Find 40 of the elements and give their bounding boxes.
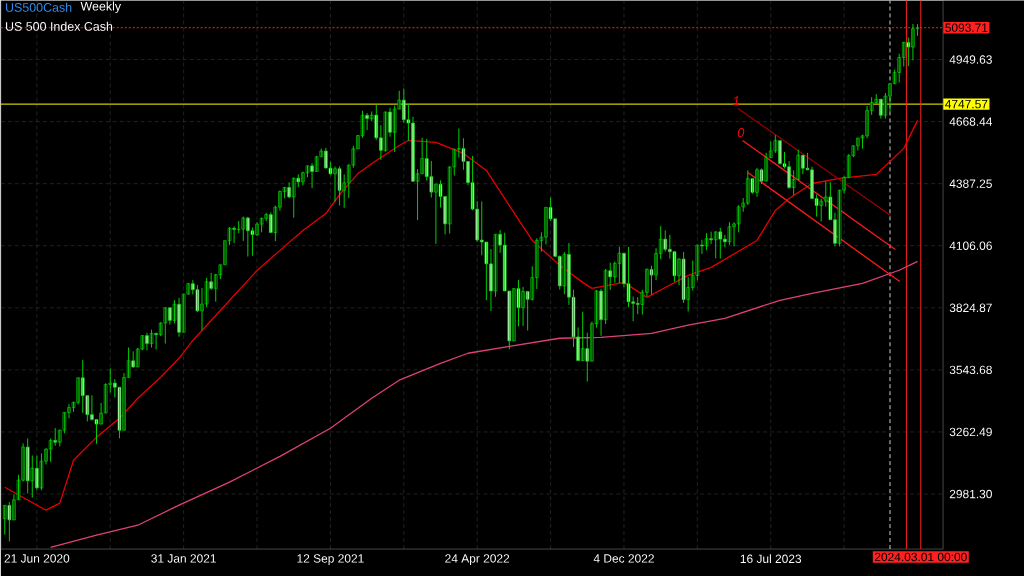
line-series xyxy=(4,119,919,511)
annotation: 1 xyxy=(732,96,739,106)
x-tick-label: 21 Jun 2020 xyxy=(4,554,70,563)
ref-line-label: 2024.03.01 00:00 xyxy=(874,552,967,562)
y-tick-label: 4387.25 xyxy=(949,179,992,188)
candlestick xyxy=(48,437,53,463)
x-tick-label: 31 Jan 2021 xyxy=(151,554,216,563)
ref-line-label: 4747.57 xyxy=(945,99,988,109)
y-tick-label: 2981.30 xyxy=(949,489,992,499)
candlestick xyxy=(672,250,677,283)
candlestick xyxy=(149,329,154,348)
candlestick xyxy=(663,229,668,252)
annotation: 0 xyxy=(737,128,745,138)
x-tick-label: 4 Dec 2022 xyxy=(593,554,654,563)
candlestick xyxy=(718,227,723,260)
chart-subtitle: Weekly xyxy=(80,1,122,14)
y-tick-label: 4106.06 xyxy=(949,241,992,250)
candlestick xyxy=(337,165,342,207)
x-tick-label: 24 Apr 2022 xyxy=(445,554,510,566)
y-tick-label: 3543.68 xyxy=(949,365,992,375)
x-tick-label: 16 Jul 2023 xyxy=(740,554,802,563)
x-tick-label: 12 Sep 2021 xyxy=(297,554,364,566)
candlestick xyxy=(736,204,741,233)
chart-title: US500Cash xyxy=(5,2,72,12)
candlestick xyxy=(635,296,640,315)
y-tick-label: 4668.44 xyxy=(949,117,993,126)
candlestick xyxy=(727,221,732,246)
candlestick xyxy=(241,216,246,242)
line-series xyxy=(49,260,919,548)
candlestick xyxy=(236,220,241,234)
ref-line-label: 5093.71 xyxy=(945,23,988,32)
candlestick xyxy=(53,427,58,447)
candlestick xyxy=(704,232,709,251)
annotation: US 500 Index Cash xyxy=(5,21,113,31)
candlestick xyxy=(39,452,44,491)
y-tick-label: 3824.87 xyxy=(949,303,992,313)
candlestick xyxy=(713,231,718,259)
y-tick-label: 3262.49 xyxy=(949,427,992,437)
candlestick xyxy=(259,216,264,233)
y-tick-label: 4949.63 xyxy=(949,55,992,64)
